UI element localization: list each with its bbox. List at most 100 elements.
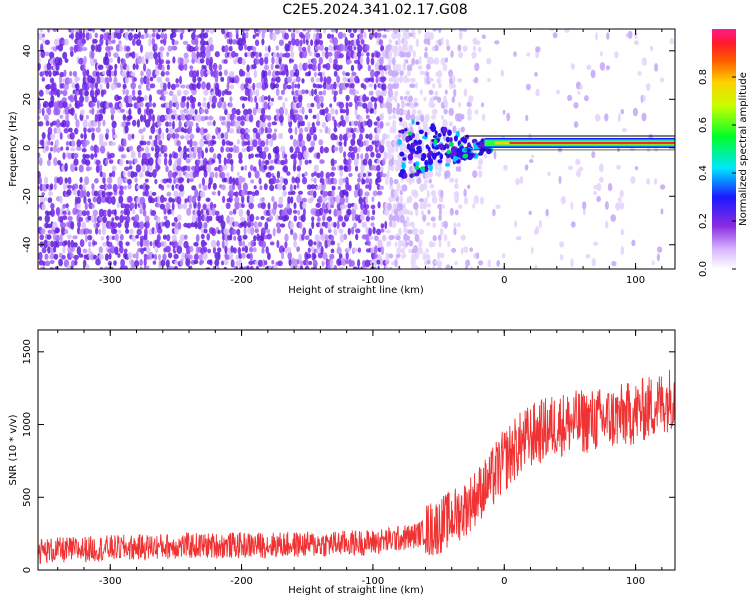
spectrogram-cell <box>41 107 45 116</box>
spectrogram-cell <box>442 126 448 133</box>
spectrogram-cell <box>100 195 107 203</box>
spectrogram-cell <box>405 51 411 58</box>
spectrogram-cell <box>366 139 369 147</box>
spectrogram-cell <box>377 239 383 248</box>
spectrogram-cell <box>108 46 114 51</box>
spectrogram-cell <box>183 128 188 134</box>
spectrogram-cell <box>411 109 417 115</box>
spectrogram-cell <box>406 71 411 77</box>
spectrogram-cell <box>86 166 93 171</box>
spectrogram-cell <box>390 76 396 83</box>
spectrogram-cell <box>191 83 197 91</box>
spectrogram-cell <box>117 96 122 100</box>
spectrogram-cell <box>168 127 174 134</box>
spectrogram-cell <box>335 109 338 115</box>
spectrogram-cell <box>163 156 168 166</box>
spectrogram-cell <box>244 164 248 171</box>
spectrogram-cell <box>293 258 299 267</box>
spectrogram-cell <box>122 265 129 269</box>
spectrogram-cell <box>429 183 435 189</box>
spectrogram-cell <box>156 76 162 83</box>
spectrogram-cell <box>403 202 406 209</box>
spectrogram-cell <box>269 208 273 215</box>
spectrogram-cell <box>360 163 365 173</box>
spectrogram-cell <box>389 266 393 269</box>
spectrogram-cell <box>175 113 178 122</box>
colorbar-tick-label: 0.2 <box>698 213 709 229</box>
spectrogram-cell <box>437 151 441 156</box>
spectrogram-cell <box>437 172 442 177</box>
spectrogram-cell <box>408 131 413 136</box>
spectrogram-cell <box>535 46 541 53</box>
spectrogram-cell <box>127 252 133 260</box>
spectrogram-cell <box>404 222 410 228</box>
spectrogram-cell <box>357 44 363 53</box>
spectrogram-cell <box>89 89 95 98</box>
spectrogram-cell <box>99 145 106 154</box>
spectrogram-cell <box>379 113 384 121</box>
spectrogram-cell <box>290 51 295 59</box>
spectrogram-cell <box>387 56 392 66</box>
spectrogram-cell <box>439 143 444 151</box>
spectrogram-cell <box>165 59 171 65</box>
spectrogram-cell <box>201 81 206 90</box>
spectrogram-cell <box>577 90 581 95</box>
spectrogram-cell <box>308 228 313 237</box>
spectrogram-cell <box>204 102 208 110</box>
spectrogram-cell <box>398 63 402 72</box>
spectrogram-cell <box>160 51 164 60</box>
spectrogram-cell <box>261 197 265 202</box>
spectrogram-cell <box>366 56 370 65</box>
spectrogram-cell <box>125 52 130 59</box>
spectrogram-cell <box>313 241 317 246</box>
spectrogram-cell <box>417 246 423 255</box>
spectrogram-cell <box>304 266 310 269</box>
spectrogram-cell <box>269 139 274 147</box>
spectrogram-cell <box>194 113 198 122</box>
spectrogram-cell <box>286 84 292 90</box>
spectrogram-cell <box>159 58 164 65</box>
spectrogram-cell <box>194 220 198 230</box>
spectrogram-cell <box>163 208 167 215</box>
spectrogram-cell <box>274 145 280 155</box>
spectrogram-cell <box>108 65 113 71</box>
spectrogram-cell <box>60 222 67 229</box>
spectrogram-cell <box>132 209 136 215</box>
spectrogram-cell <box>74 113 78 121</box>
spectrogram-cell <box>275 88 280 97</box>
spectrogram-cell <box>299 260 304 266</box>
spectrogram-cell <box>405 29 409 32</box>
spectrogram-cell <box>413 202 419 210</box>
spectrogram-cell <box>434 90 439 96</box>
spectrogram-cell <box>194 38 199 47</box>
spectrogram-cell <box>429 32 434 41</box>
spectrogram-cell <box>318 241 322 247</box>
spectrogram-cell <box>139 196 146 205</box>
snr-background <box>38 330 675 570</box>
spectrogram-cell <box>599 51 603 57</box>
spectrogram-cell <box>320 245 324 255</box>
spectrogram-cell <box>378 29 384 32</box>
spectrogram-cell <box>96 195 102 205</box>
spectrogram-cell <box>300 34 306 39</box>
spectrogram-cell <box>39 183 43 192</box>
spectrogram-cell <box>311 146 315 151</box>
spectrogram-cell <box>202 252 208 261</box>
spectrogram-cell <box>70 147 76 152</box>
spectrogram-cell <box>232 247 237 254</box>
spectrogram-cell <box>260 240 267 249</box>
spectrogram-cell <box>126 64 130 72</box>
spectrogram-cell <box>534 72 538 77</box>
spectrogram-cell <box>49 259 55 265</box>
spectrogram-cell <box>224 44 229 53</box>
spectrogram-cell <box>272 52 278 58</box>
spectrogram-cell <box>130 29 135 32</box>
spectrogram-cell <box>254 170 260 179</box>
spectrogram-cell <box>133 33 139 40</box>
spectrogram-cell <box>142 202 146 211</box>
spectrogram-cell <box>457 222 461 228</box>
spectrogram-cell <box>48 70 52 78</box>
spectrogram-cell <box>306 103 311 108</box>
spectrogram-cell <box>157 165 161 170</box>
spectrogram-cell <box>226 153 233 159</box>
